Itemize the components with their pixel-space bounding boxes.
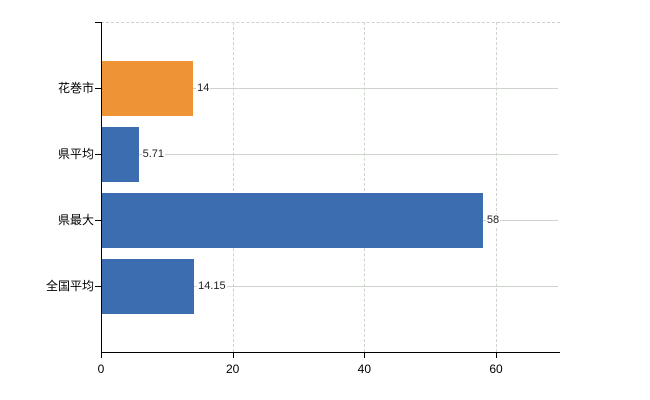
x-axis xyxy=(101,352,560,353)
y-axis xyxy=(101,22,102,358)
x-axis-tick-label: 20 xyxy=(225,362,240,376)
bar-全国平均 xyxy=(101,258,195,314)
y-gridline xyxy=(101,286,558,287)
x-gridline xyxy=(232,22,234,352)
x-gridline xyxy=(364,22,366,352)
x-axis-tick xyxy=(232,352,234,358)
y-axis-category-label: 県平均 xyxy=(57,147,94,161)
bar-県最大 xyxy=(101,192,483,248)
y-axis-category-label: 県最大 xyxy=(57,213,94,227)
x-gridline xyxy=(496,22,497,352)
y-axis-category-label: 花巻市 xyxy=(57,81,94,95)
bar-value-label: 5.71 xyxy=(141,147,165,161)
x-axis-tick xyxy=(364,352,366,358)
y-gridline xyxy=(101,88,558,89)
bar-value-label: 14 xyxy=(196,81,211,95)
y-axis-tick xyxy=(95,154,101,155)
bar-県平均 xyxy=(101,126,139,182)
x-axis-tick-label: 60 xyxy=(489,362,503,376)
y-axis-tick xyxy=(95,88,101,89)
y-gridline xyxy=(101,154,558,155)
plot-top-border xyxy=(101,22,560,23)
x-axis-tick-label: 0 xyxy=(97,362,105,376)
bar-花巻市 xyxy=(101,60,194,116)
y-axis-category-label: 全国平均 xyxy=(45,279,94,293)
bar-value-label: 14.15 xyxy=(197,279,227,293)
bar-value-label: 58 xyxy=(485,213,501,227)
y-axis-top-tick xyxy=(95,22,101,23)
y-axis-tick xyxy=(95,286,101,287)
y-axis-tick xyxy=(95,220,101,221)
x-axis-tick xyxy=(101,352,102,358)
x-axis-tick-label: 40 xyxy=(357,362,371,376)
x-axis-tick xyxy=(496,352,497,358)
